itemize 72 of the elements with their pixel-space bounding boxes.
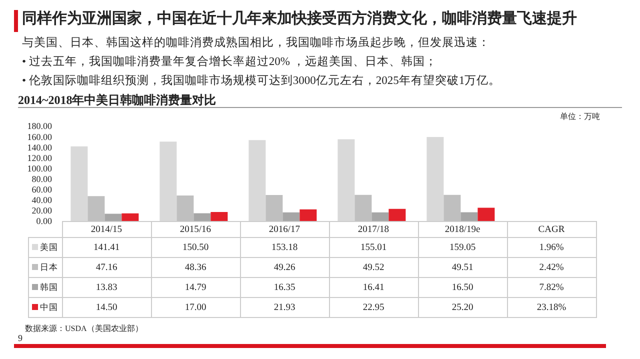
y-tick-label: 0.00 [36,216,52,226]
data-label: 141.41 [62,238,151,258]
data-label: 150.50 [151,238,240,258]
bar [104,214,122,221]
text: 23.18% [536,302,566,312]
bar [426,137,444,221]
data-label: 153.18 [240,238,329,258]
legend-label: 中国 [28,298,62,318]
text: 1.96% [539,242,564,252]
data-label: 47.16 [62,258,151,278]
text: 单位：万吨 [560,111,600,122]
y-tick-label: 180.00 [27,121,52,132]
bar [372,212,389,221]
chart-subtitle: 2014~2018年中美日韩咖啡消费量对比 [18,92,216,109]
bar [388,208,406,221]
text: 2.42% [539,262,564,272]
data-label: 14.50 [62,298,151,318]
y-tick-label: 60.00 [32,184,52,195]
bar [88,196,105,221]
bar [248,140,266,221]
data-label: 49.52 [329,258,418,278]
legend-label: 美国 [28,238,62,258]
data-label: 48.36 [151,258,240,278]
bar [176,195,194,221]
data-label: 49.51 [418,258,507,278]
legend-label: 韩国 [28,278,62,298]
bar [160,142,177,221]
bar [338,139,355,221]
text: 7.82% [539,282,564,292]
text: • 伦敦国际咖啡组织预测，我国咖啡市场规模可达到3000亿元左右，2025年有望突破1万亿。 [22,73,501,88]
data-label: 14.79 [151,278,240,298]
text: 与美国、日本、韩国这样的咖啡消费成熟国相比，我国咖啡市场虽起步晚，但发展迅速： [22,35,490,50]
data-label: 16.50 [418,278,507,298]
y-tick-label: 100.00 [27,163,52,174]
bar [282,212,300,221]
data-label: 21.93 [240,298,329,318]
text: • 过去五年，我国咖啡消费量年复合增长率超过20% ，远超美国、日本、韩国； [22,54,437,69]
source-note: 数据来源：USDA（美国农业部） [25,323,143,334]
bar [354,194,372,221]
x-tick-label: 2018/19e [418,222,507,238]
bar [478,208,495,221]
data-label: 159.05 [418,238,507,258]
y-tick-label: 120.00 [27,152,52,163]
x-tick-label: 2017/18 [329,222,418,238]
bar [194,213,211,221]
data-label: 22.95 [329,298,418,318]
y-tick-label: 160.00 [27,132,52,142]
data-label: 155.01 [329,238,418,258]
data-label: 25.20 [418,298,507,318]
x-tick-label: CAGR [507,222,596,238]
x-tick-label: 2014/15 [62,222,151,238]
data-label: 16.41 [329,278,418,298]
bar [460,212,478,221]
y-tick-label: 140.00 [27,142,52,152]
y-tick-label: 40.00 [32,195,52,206]
bar [266,195,283,221]
data-label: 17.00 [151,298,240,318]
legend-label: 日本 [28,258,62,278]
bar [70,146,88,221]
x-tick-label: 2016/17 [240,222,329,238]
bar [300,209,317,221]
bar [122,213,139,221]
data-label: 49.26 [240,258,329,278]
x-tick-label: 2015/16 [151,222,240,238]
bar [210,212,228,221]
text: 9 [18,333,22,343]
y-tick-label: 80.00 [32,174,52,184]
chart-title: 同样作为亚洲国家，中国在近十几年来加快接受西方消费文化，咖啡消费量飞速提升 [22,9,577,28]
data-label: 16.35 [240,278,329,298]
y-tick-label: 20.00 [32,206,52,216]
bar [444,194,461,221]
data-label: 13.83 [62,278,151,298]
